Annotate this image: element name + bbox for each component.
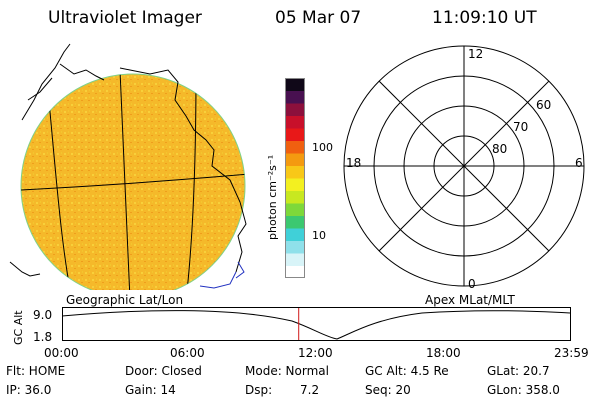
colorbar-band <box>285 240 305 254</box>
altitude-timeline <box>62 307 571 341</box>
coastline-blue <box>199 261 245 289</box>
door-status: Door: Closed <box>125 364 202 378</box>
instrument-title: Ultraviolet Imager <box>48 8 202 28</box>
polar-panel-label: Apex MLat/MLT <box>425 293 515 307</box>
mlt-label-12: 12 <box>468 47 484 61</box>
timeline-ytick-top: 9.0 <box>33 308 53 322</box>
mode-status: Mode: Normal <box>245 364 329 378</box>
mlat-label-70: 70 <box>513 120 529 134</box>
colorbar-band <box>285 78 305 91</box>
timeline-ylabel: GC Alt <box>12 310 25 345</box>
glon-status: GLon: 358.0 <box>487 383 560 397</box>
geographic-image <box>9 43 247 290</box>
flt-status: Flt: HOME <box>6 364 66 378</box>
ip-status: IP: 36.0 <box>6 383 52 397</box>
altitude-curve <box>62 310 571 340</box>
colorbar-band <box>285 153 305 166</box>
colorbar-band <box>285 128 305 141</box>
colorbar-band <box>285 265 305 279</box>
geo-panel-label: Geographic Lat/Lon <box>66 293 184 307</box>
dsp-value: 7.2 <box>300 383 320 397</box>
time-label: 11:09:10 UT <box>432 8 537 28</box>
timeline-ytick-bottom: 1.8 <box>33 330 53 344</box>
gain-status: Gain: 14 <box>125 383 176 397</box>
colorbar-band <box>285 253 305 266</box>
uv-disk <box>20 73 246 290</box>
gcalt-status: GC Alt: 4.5 Re <box>365 364 449 378</box>
colorbar-band <box>285 165 305 179</box>
colorbar-band <box>285 178 305 191</box>
colorbar-band <box>285 228 305 241</box>
glat-status: GLat: 20.7 <box>487 364 550 378</box>
colorbar <box>285 78 305 279</box>
colorbar-band <box>285 190 305 204</box>
colorbar-band <box>285 203 305 216</box>
date-label: 05 Mar 07 <box>275 8 362 28</box>
coastlines <box>9 43 247 277</box>
colorbar-tick-10: 10 <box>312 229 326 242</box>
seq-status: Seq: 20 <box>365 383 411 397</box>
colorbar-band <box>285 215 305 229</box>
mlt-label-18: 18 <box>346 156 362 170</box>
colorbar-band <box>285 140 305 154</box>
colorbar-tick-100: 100 <box>312 141 333 154</box>
colorbar-band <box>285 90 305 104</box>
timeline-xtick-1200: 12:00 <box>298 346 333 360</box>
lat-lon-grid <box>21 74 245 290</box>
mlat-label-60: 60 <box>536 98 552 112</box>
timeline-xtick-1800: 18:00 <box>426 346 461 360</box>
timeline-xtick-2359: 23:59 <box>554 346 589 360</box>
colorbar-band <box>285 103 305 116</box>
timeline-xtick-0000: 00:00 <box>44 346 79 360</box>
colorbar-gradient <box>285 78 305 279</box>
mlt-label-0: 0 <box>468 277 476 291</box>
mlt-label-6: 6 <box>575 156 583 170</box>
mlat-label-80: 80 <box>492 142 508 156</box>
colorbar-band <box>285 115 305 129</box>
polar-plot <box>343 45 585 287</box>
dsp-label: Dsp: <box>245 383 273 397</box>
timeline-xtick-0600: 06:00 <box>170 346 205 360</box>
colorbar-unit-label: photon cm⁻²s⁻¹ <box>266 154 279 240</box>
